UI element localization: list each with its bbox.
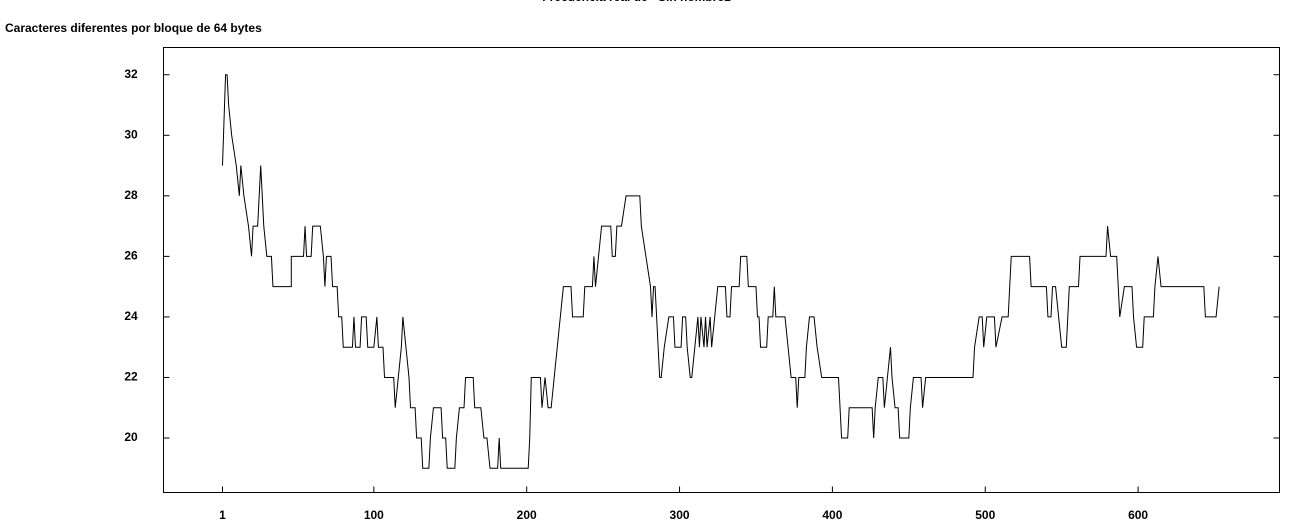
y-tick-label: 22 [124, 370, 138, 384]
x-tick-label: 500 [975, 508, 995, 522]
x-tick-label: 1 [219, 508, 226, 522]
x-tick-label: 200 [517, 508, 537, 522]
x-tick-label: 300 [670, 508, 690, 522]
y-tick-label: 26 [124, 249, 138, 263]
chart-title: Frecuencia real de <Sin nombre1> [542, 0, 737, 4]
y-tick-label: 20 [124, 430, 138, 444]
plot-frame [163, 47, 1280, 493]
x-tick-label: 400 [822, 508, 842, 522]
data-line [222, 74, 1220, 469]
y-tick-label: 24 [124, 309, 138, 323]
y-axis-label: Caracteres diferentes por bloque de 64 b… [5, 21, 262, 35]
x-tick-label: 600 [1128, 508, 1148, 522]
y-tick-label: 32 [124, 67, 138, 81]
x-tick-label: 100 [364, 508, 384, 522]
y-tick-label: 28 [124, 188, 138, 202]
y-tick-label: 30 [124, 127, 138, 141]
